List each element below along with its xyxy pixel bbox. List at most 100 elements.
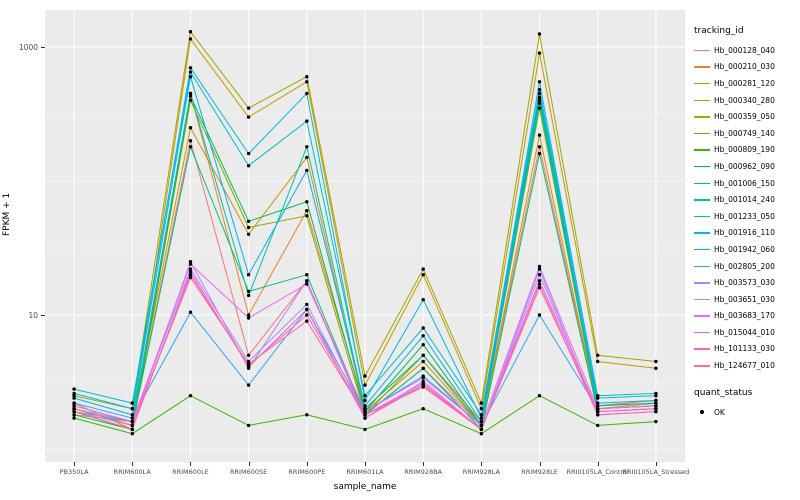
line-swatch-icon xyxy=(694,232,710,234)
data-point xyxy=(363,427,367,432)
legend: tracking_id Hb_000128_040 Hb_000210_030 Hb… xyxy=(694,26,798,420)
data-point xyxy=(72,413,76,417)
legend-item-label: Hb_000962_090 xyxy=(714,161,775,171)
legend-title-quant-status: quant_status xyxy=(694,387,753,398)
x-tick-mark xyxy=(481,462,483,466)
legend-key-line xyxy=(694,276,710,290)
legend-item: Hb_000210_030 xyxy=(694,59,798,76)
data-point xyxy=(72,387,76,391)
x-tick-mark xyxy=(539,462,541,466)
y-tick-label: 10 xyxy=(28,310,38,320)
data-point xyxy=(246,353,251,357)
line-swatch-icon xyxy=(694,265,710,268)
data-point xyxy=(537,80,542,84)
line-swatch-icon xyxy=(694,116,710,118)
data-point xyxy=(305,307,309,312)
data-point xyxy=(421,353,425,357)
data-point xyxy=(363,413,367,417)
data-point xyxy=(421,385,425,389)
legend-item: Hb_001233_050 xyxy=(694,208,798,225)
data-point xyxy=(421,273,425,277)
x-tick-mark xyxy=(132,462,134,466)
legend-key-line xyxy=(694,342,710,356)
line-swatch-icon xyxy=(694,165,710,168)
data-point xyxy=(246,423,251,428)
legend-key-line xyxy=(694,159,710,173)
data-point xyxy=(537,133,542,137)
legend-key-line xyxy=(694,226,710,240)
data-point xyxy=(363,383,367,387)
x-tick-label: RRIM600LE xyxy=(172,468,209,476)
legend-item-label: Hb_003683_170 xyxy=(714,311,775,321)
data-point xyxy=(305,313,309,317)
legend-item: Hb_000128_040 xyxy=(694,42,798,59)
legend-key-line xyxy=(694,292,710,306)
data-point xyxy=(188,262,193,266)
data-point xyxy=(537,282,542,286)
data-point xyxy=(596,413,600,417)
legend-item-label: Hb_001916_110 xyxy=(714,228,775,238)
data-point xyxy=(246,115,251,119)
data-point xyxy=(537,145,542,149)
data-point xyxy=(305,279,309,283)
legend-key-line xyxy=(694,325,710,339)
data-point xyxy=(130,401,134,405)
legend-title-tracking-id: tracking_id xyxy=(694,26,744,36)
legend-key-line xyxy=(694,259,710,273)
line-swatch-icon xyxy=(694,315,710,317)
x-tick-label: RRIII105LA_Control xyxy=(566,468,629,476)
data-point xyxy=(246,289,251,294)
data-point xyxy=(654,419,658,424)
data-point xyxy=(654,409,658,414)
data-point xyxy=(305,75,309,79)
data-point xyxy=(188,310,193,314)
legend-item: Hb_000281_120 xyxy=(694,75,798,92)
data-point xyxy=(537,106,542,110)
legend-item-quant: OK xyxy=(694,404,798,421)
legend-item-label: Hb_001942_060 xyxy=(714,244,775,254)
data-point xyxy=(654,366,658,370)
data-point xyxy=(305,209,309,213)
data-point xyxy=(188,145,193,149)
legend-item: Hb_003683_170 xyxy=(694,308,798,325)
data-point xyxy=(421,326,425,330)
data-point xyxy=(596,404,600,408)
data-point xyxy=(305,155,309,160)
data-point xyxy=(188,37,193,41)
data-point xyxy=(305,273,309,277)
x-tick-mark xyxy=(190,462,192,466)
data-point xyxy=(363,398,367,403)
data-point xyxy=(654,359,658,364)
data-point xyxy=(130,423,134,428)
data-point xyxy=(188,267,193,271)
line-swatch-icon xyxy=(694,248,710,251)
data-point xyxy=(654,394,658,398)
legend-item-label: Hb_001233_050 xyxy=(714,211,775,221)
legend-item-label: Hb_000809_190 xyxy=(714,145,775,155)
data-point xyxy=(246,365,251,369)
data-point xyxy=(246,383,251,387)
data-point xyxy=(188,270,193,274)
y-axis-title: FPKM + 1 xyxy=(2,192,12,236)
data-point xyxy=(246,313,251,317)
data-point xyxy=(479,401,484,405)
legend-item: Hb_000962_090 xyxy=(694,158,798,175)
legend-item: Hb_015044_010 xyxy=(694,324,798,341)
data-point xyxy=(305,168,309,173)
data-point xyxy=(246,219,251,223)
x-tick-label: PB350LA xyxy=(59,468,89,476)
data-point xyxy=(537,313,542,317)
data-point xyxy=(130,419,134,424)
data-point xyxy=(188,394,193,398)
data-point xyxy=(537,88,542,92)
data-point xyxy=(188,66,193,70)
data-point xyxy=(596,409,600,414)
legend-item-label: Hb_001014_240 xyxy=(714,195,775,205)
legend-key-line xyxy=(694,209,710,223)
line-swatch-icon xyxy=(694,149,710,151)
line-swatch-icon xyxy=(694,282,710,284)
data-point xyxy=(188,260,193,264)
line-swatch-icon xyxy=(694,66,710,68)
legend-key-line xyxy=(694,43,710,57)
